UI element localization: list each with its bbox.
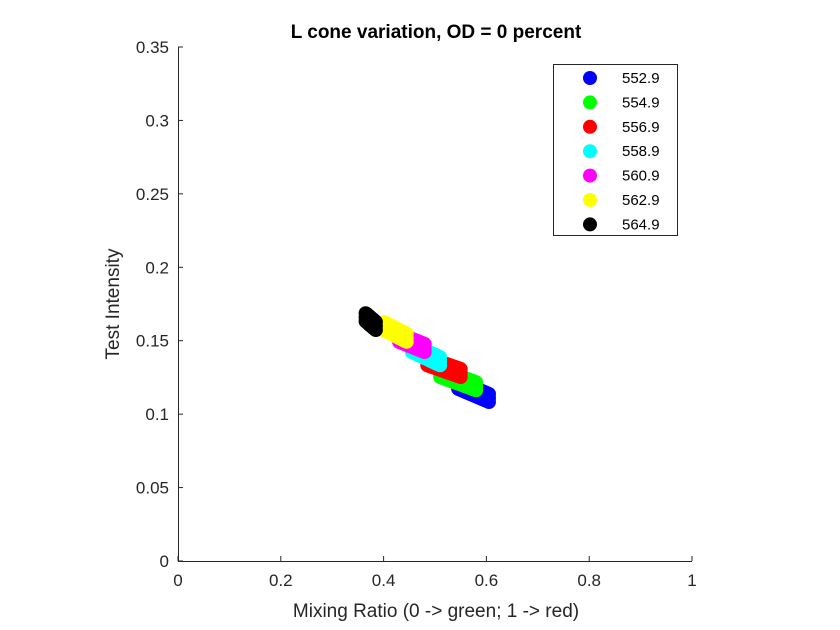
legend-marker bbox=[583, 144, 597, 159]
y-axis-label: Test Intensity bbox=[103, 248, 124, 359]
x-tick-label: 1 bbox=[687, 571, 696, 590]
legend-entry: 560.9 bbox=[622, 168, 660, 185]
y-tick-label: 0.25 bbox=[136, 185, 169, 204]
x-tick-label: 0.4 bbox=[372, 571, 396, 590]
legend-box bbox=[553, 64, 678, 236]
legend-marker bbox=[583, 95, 597, 110]
legend-entry: 554.9 bbox=[622, 94, 660, 111]
legend-entry: 562.9 bbox=[622, 192, 660, 209]
axes: 0 0.2 0.4 0.6 0.8 1 0 0.05 0.1 0.15 0.2 0.25 0.3 0.35 bbox=[136, 38, 697, 590]
x-axis-label: Mixing Ratio (0 -> green; 1 -> red) bbox=[293, 601, 579, 622]
x-tick-label: 0 bbox=[173, 571, 182, 590]
y-tick-label: 0.2 bbox=[145, 258, 169, 277]
chart-title: L cone variation, OD = 0 percent bbox=[291, 22, 582, 43]
y-tick-label: 0 bbox=[160, 552, 169, 571]
legend-marker bbox=[583, 193, 597, 207]
points-layer bbox=[358, 306, 496, 409]
data-point bbox=[399, 334, 414, 349]
legend-entry: 556.9 bbox=[622, 119, 660, 136]
x-tick-label: 0.8 bbox=[577, 571, 601, 590]
legend-marker bbox=[583, 119, 597, 134]
data-point bbox=[368, 323, 383, 338]
data-point bbox=[469, 383, 484, 398]
data-point bbox=[481, 394, 496, 409]
x-tick-label: 0.2 bbox=[269, 571, 293, 590]
legend-marker bbox=[583, 217, 597, 232]
y-tick-label: 0.1 bbox=[145, 405, 169, 424]
data-point bbox=[417, 345, 432, 360]
data-point bbox=[433, 358, 448, 373]
y-tick-label: 0.35 bbox=[136, 38, 169, 57]
legend-marker bbox=[583, 168, 597, 183]
legend-marker bbox=[583, 71, 597, 85]
legend-entry: 564.9 bbox=[622, 216, 660, 233]
legend: 552.9 554.9 556.9 558.9 560.9 562.9 564.9 bbox=[553, 64, 678, 236]
series-564.9 bbox=[358, 306, 383, 338]
legend-entry: 552.9 bbox=[622, 70, 660, 87]
data-point bbox=[453, 370, 468, 385]
y-tick-label: 0.15 bbox=[136, 332, 169, 351]
x-tick-label: 0.6 bbox=[475, 571, 499, 590]
y-tick-label: 0.3 bbox=[145, 111, 169, 130]
y-tick-label: 0.05 bbox=[136, 479, 169, 498]
legend-entry: 558.9 bbox=[622, 143, 660, 160]
